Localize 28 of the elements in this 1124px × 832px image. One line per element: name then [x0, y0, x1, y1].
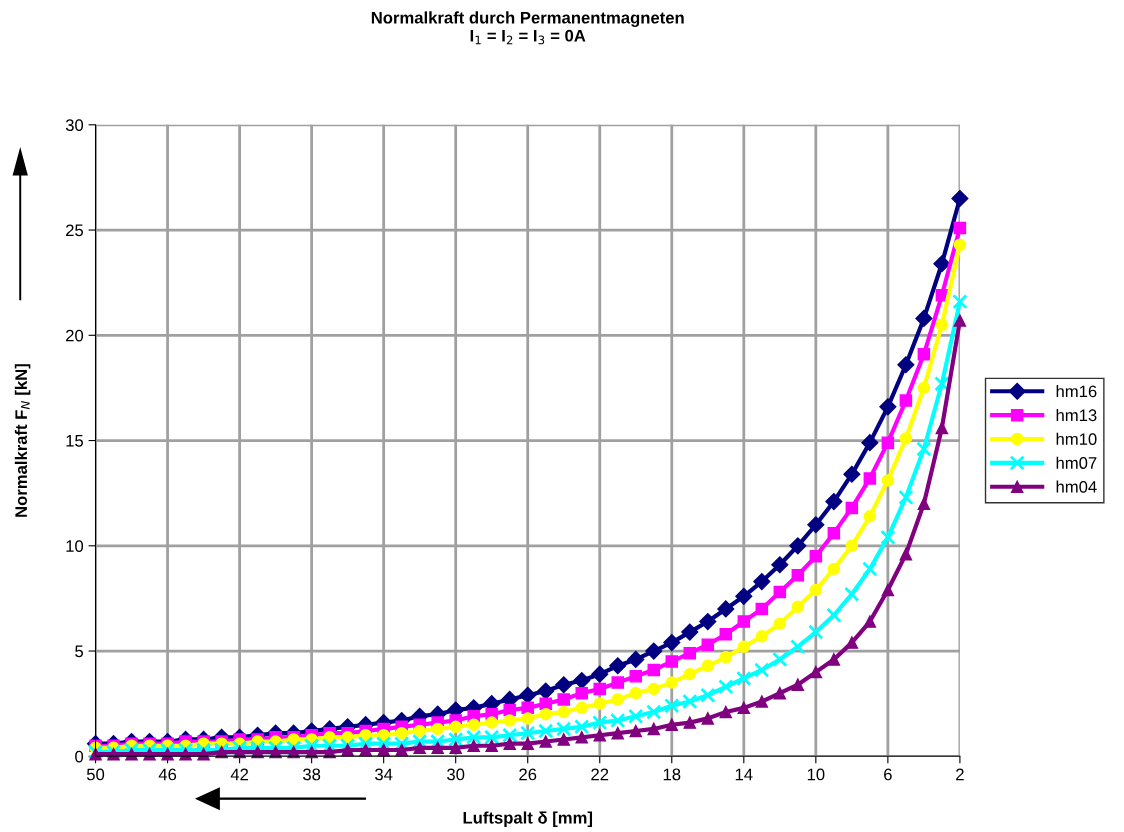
x-tick-label: 50	[86, 768, 105, 781]
x-tick-label: 14	[735, 768, 753, 781]
x-tick-label: 2	[956, 768, 964, 781]
x-tick-label: 34	[375, 768, 393, 781]
chart-title: Normalkraft durch Permanentmagneten I$_{1}$ = I$_{2}$ = I$_{3}$ = 0A	[371, 11, 684, 45]
legend-label: hm07	[1056, 456, 1097, 469]
x-tick-label: 26	[519, 768, 537, 781]
y-tick-label: 30	[65, 119, 84, 131]
legend-label: hm10	[1056, 432, 1097, 446]
legend-label: hm04	[1056, 480, 1097, 493]
y-tick-label: 0	[75, 750, 84, 763]
x-axis-title: Luftspalt δ [mm]	[463, 811, 593, 827]
x-tick-label: 10	[807, 768, 825, 781]
x-tick-label: 22	[591, 768, 609, 781]
x-tick-label: 38	[303, 768, 321, 781]
x-tick-label: 42	[230, 768, 249, 781]
legend-label: hm13	[1056, 408, 1097, 422]
y-tick-label: 5	[75, 645, 84, 658]
y-tick-label: 15	[66, 435, 84, 447]
y-tick-label: 20	[66, 329, 84, 342]
x-tick-label: 46	[158, 768, 177, 781]
x-tick-label: 18	[663, 768, 681, 781]
y-tick-label: 10	[66, 540, 84, 552]
x-tick-label: 30	[447, 768, 465, 781]
legend-label: hm16	[1056, 385, 1097, 398]
y-tick-label: 25	[66, 224, 84, 237]
x-tick-label: 6	[884, 768, 892, 781]
y-axis-title: Normalkraft F$_{N}$ [kN]	[14, 364, 31, 517]
